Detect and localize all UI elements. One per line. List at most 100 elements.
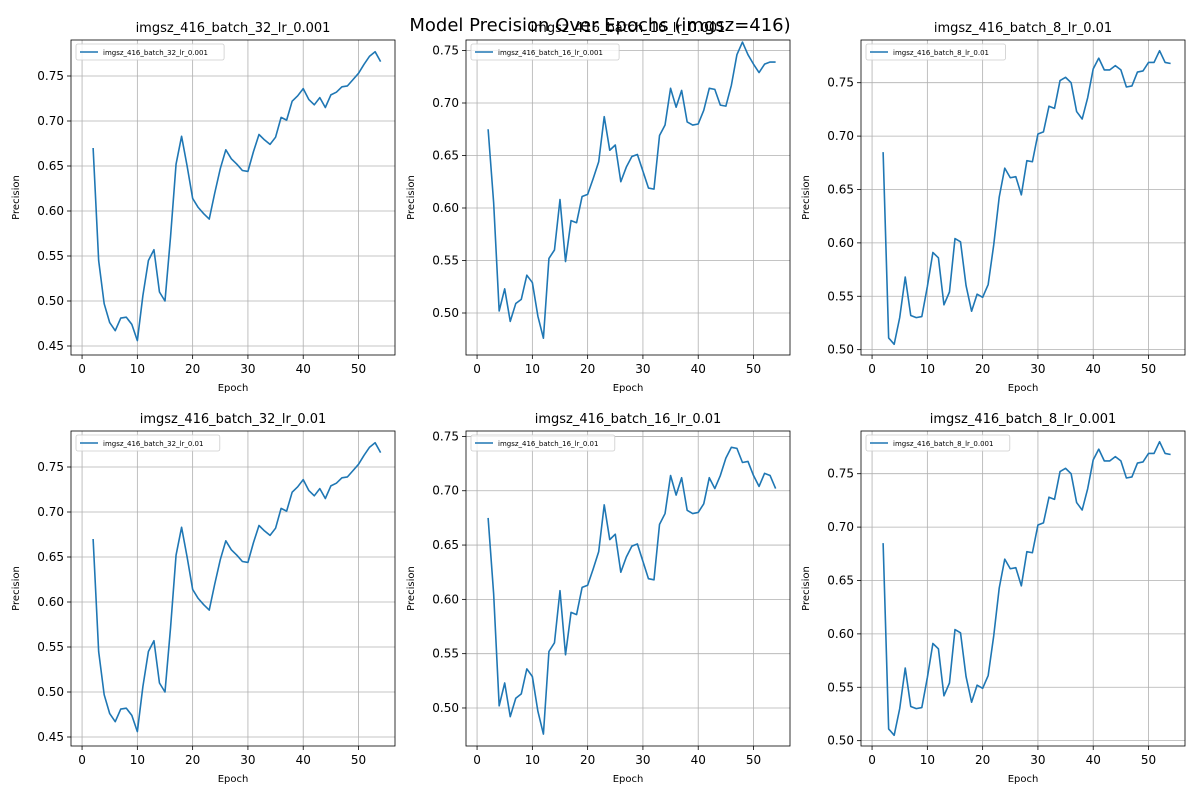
series-line-1 [882, 49, 1171, 346]
x-tick-label: 0 [78, 753, 86, 767]
x-tick-label: 50 [746, 362, 761, 376]
y-axis-label: Precision [801, 566, 812, 611]
axes-frame [70, 39, 396, 356]
y-tick-label: 0.45 [37, 730, 64, 744]
x-axis-label: Epoch [613, 383, 644, 394]
y-tick-label: 0.55 [827, 289, 854, 303]
x-tick-label: 20 [580, 362, 595, 376]
x-tick-label: 40 [1086, 753, 1101, 767]
x-tick-label: 40 [296, 753, 311, 767]
y-tick-label: 0.70 [827, 520, 854, 534]
y-tick-label: 0.70 [37, 114, 64, 128]
series-line-1 [487, 41, 776, 340]
x-axis-label: Epoch [613, 774, 644, 785]
x-tick-label: 50 [351, 753, 366, 767]
legend: imgsz_416_batch_16_lr_0.001 [470, 43, 620, 61]
y-tick-label: 0.55 [37, 249, 64, 263]
y-tick-label: 0.65 [827, 182, 854, 196]
legend: imgsz_416_batch_32_lr_0.001 [75, 43, 225, 61]
y-tick-label: 0.45 [37, 339, 64, 353]
subplot-3: imgsz_416_batch_8_lr_0.01 0 10 20 30 40 50 0.50… [801, 21, 1186, 394]
subplot-4: imgsz_416_batch_32_lr_0.01 0 10 20 30 40 50 0.4… [11, 412, 396, 785]
x-tick-label: 40 [691, 362, 706, 376]
y-tick-label: 0.70 [37, 505, 64, 519]
y-tick-label: 0.55 [432, 647, 459, 661]
x-tick-label: 20 [185, 753, 200, 767]
x-axis-label: Epoch [218, 383, 249, 394]
y-tick-label: 0.65 [827, 573, 854, 587]
x-tick-label: 50 [746, 753, 761, 767]
x-tick-label: 0 [473, 362, 481, 376]
x-tick-label: 10 [525, 753, 540, 767]
legend-label: imgsz_416_batch_8_lr_0.01 [893, 49, 989, 57]
x-tick-label: 0 [473, 753, 481, 767]
legend-box [75, 434, 221, 452]
y-tick-label: 0.70 [432, 484, 459, 498]
y-tick-label: 0.60 [827, 236, 854, 250]
y-tick-label: 0.55 [827, 680, 854, 694]
legend-box [470, 43, 620, 61]
series-line-1 [92, 50, 382, 342]
legend: imgsz_416_batch_8_lr_0.01 [865, 43, 1006, 61]
x-tick-label: 30 [1030, 753, 1045, 767]
subplot-1: imgsz_416_batch_32_lr_0.001 0 10 20 30 40 50 0.… [11, 21, 396, 394]
x-tick-label: 50 [351, 362, 366, 376]
x-tick-label: 10 [920, 362, 935, 376]
y-tick-label: 0.50 [827, 343, 854, 357]
y-tick-label: 0.75 [432, 44, 459, 58]
x-tick-label: 30 [635, 753, 650, 767]
x-tick-label: 10 [130, 362, 145, 376]
subplot-title: imgsz_416_batch_8_lr_0.01 [934, 21, 1112, 36]
figure-suptitle: Model Precision Over Epochs (imgsz=416) [409, 15, 790, 36]
y-tick-label: 0.60 [432, 592, 459, 606]
y-tick-label: 0.50 [432, 306, 459, 320]
y-tick-label: 0.75 [827, 467, 854, 481]
x-tick-label: 10 [130, 753, 145, 767]
y-tick-label: 0.70 [827, 129, 854, 143]
subplot-6: imgsz_416_batch_8_lr_0.001 0 10 20 30 40 50 0.5… [801, 412, 1186, 785]
axes-frame [465, 39, 791, 356]
x-tick-label: 0 [868, 362, 876, 376]
x-tick-label: 20 [975, 362, 990, 376]
y-tick-label: 0.65 [37, 159, 64, 173]
y-axis-label: Precision [801, 175, 812, 220]
y-tick-label: 0.60 [827, 627, 854, 641]
x-tick-label: 0 [78, 362, 86, 376]
legend-label: imgsz_416_batch_16_lr_0.001 [498, 49, 603, 57]
legend-box [470, 434, 616, 452]
axes-frame [860, 430, 1186, 747]
x-tick-label: 30 [635, 362, 650, 376]
y-axis-label: Precision [11, 566, 22, 611]
subplot-title: imgsz_416_batch_32_lr_0.01 [140, 412, 327, 427]
legend: imgsz_416_batch_16_lr_0.01 [470, 434, 616, 452]
y-tick-label: 0.75 [37, 460, 64, 474]
x-tick-label: 50 [1141, 753, 1156, 767]
y-tick-label: 0.75 [432, 429, 459, 443]
x-axis-label: Epoch [1008, 774, 1039, 785]
series-line-1 [882, 440, 1171, 737]
legend-label: imgsz_416_batch_8_lr_0.001 [893, 440, 993, 448]
y-tick-label: 0.60 [432, 201, 459, 215]
y-tick-label: 0.65 [432, 538, 459, 552]
y-tick-label: 0.65 [37, 550, 64, 564]
legend-label: imgsz_416_batch_32_lr_0.001 [103, 49, 208, 57]
legend-box [75, 43, 225, 61]
x-tick-label: 10 [920, 753, 935, 767]
y-tick-label: 0.70 [432, 96, 459, 110]
y-tick-label: 0.65 [432, 149, 459, 163]
x-tick-label: 20 [185, 362, 200, 376]
y-tick-label: 0.60 [37, 204, 64, 218]
x-axis-label: Epoch [1008, 383, 1039, 394]
legend-label: imgsz_416_batch_32_lr_0.01 [103, 440, 203, 448]
y-tick-label: 0.60 [37, 595, 64, 609]
y-axis-label: Precision [406, 566, 417, 611]
axes-frame [70, 430, 396, 747]
x-tick-label: 0 [868, 753, 876, 767]
legend-box [865, 434, 1011, 452]
subplot-grid: imgsz_416_batch_32_lr_0.001 0 10 20 30 40 50 0.… [11, 21, 1186, 785]
y-axis-label: Precision [11, 175, 22, 220]
subplot-title: imgsz_416_batch_32_lr_0.001 [136, 21, 331, 36]
x-tick-label: 40 [1086, 362, 1101, 376]
